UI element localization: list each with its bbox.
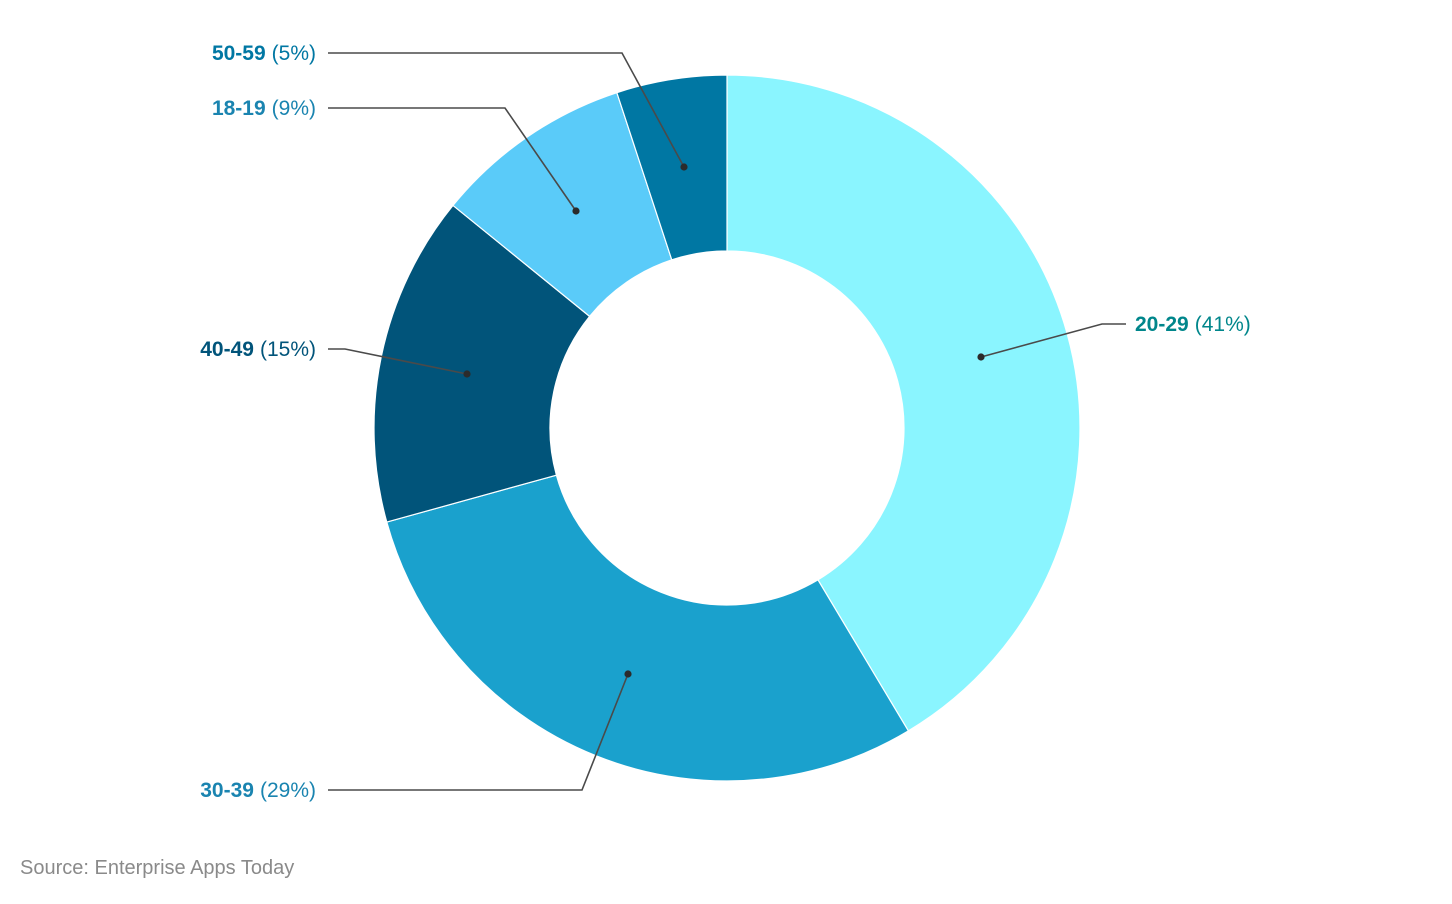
data-label-50-59: 50-59 (5%) <box>212 42 316 65</box>
source-note: Source: Enterprise Apps Today <box>20 857 295 879</box>
leader-line-18-19 <box>328 107 577 212</box>
slice-50-59[interactable] <box>616 74 728 261</box>
slices-group <box>373 74 1081 782</box>
leader-dot-30-39 <box>624 670 632 678</box>
labels-group: 20-29 (41%) 30-39 (29%) 40-49 (15%) 18-19 (9%) 5… <box>200 42 1251 802</box>
category-label: 50-59 <box>212 42 266 65</box>
leader-line-20-29 <box>980 323 1126 358</box>
percent-label: (5%) <box>272 42 316 65</box>
data-label-40-49: 40-49 (15%) <box>200 338 316 361</box>
category-label: 40-49 <box>200 338 254 361</box>
leader-line-30-39 <box>328 673 629 791</box>
leader-dot-50-59 <box>680 163 688 171</box>
leader-dot-20-29 <box>977 353 985 361</box>
data-label-30-39: 30-39 (29%) <box>200 779 316 802</box>
data-label-18-19: 18-19 (9%) <box>212 97 316 120</box>
percent-label: (41%) <box>1195 313 1251 336</box>
slice-40-49[interactable] <box>373 204 591 523</box>
percent-label: (15%) <box>260 338 316 361</box>
slice-30-39[interactable] <box>386 474 910 782</box>
slice-20-29[interactable] <box>726 74 1081 732</box>
leader-dot-18-19 <box>572 207 580 215</box>
leader-line-40-49 <box>328 348 468 375</box>
percent-label: (29%) <box>260 779 316 802</box>
category-label: 30-39 <box>200 779 254 802</box>
leader-dot-40-49 <box>463 370 471 378</box>
data-label-20-29: 20-29 (41%) <box>1135 313 1251 336</box>
leader-line-50-59 <box>328 52 685 168</box>
category-label: 18-19 <box>212 97 266 120</box>
category-label: 20-29 <box>1135 313 1189 336</box>
percent-label: (9%) <box>272 97 316 120</box>
